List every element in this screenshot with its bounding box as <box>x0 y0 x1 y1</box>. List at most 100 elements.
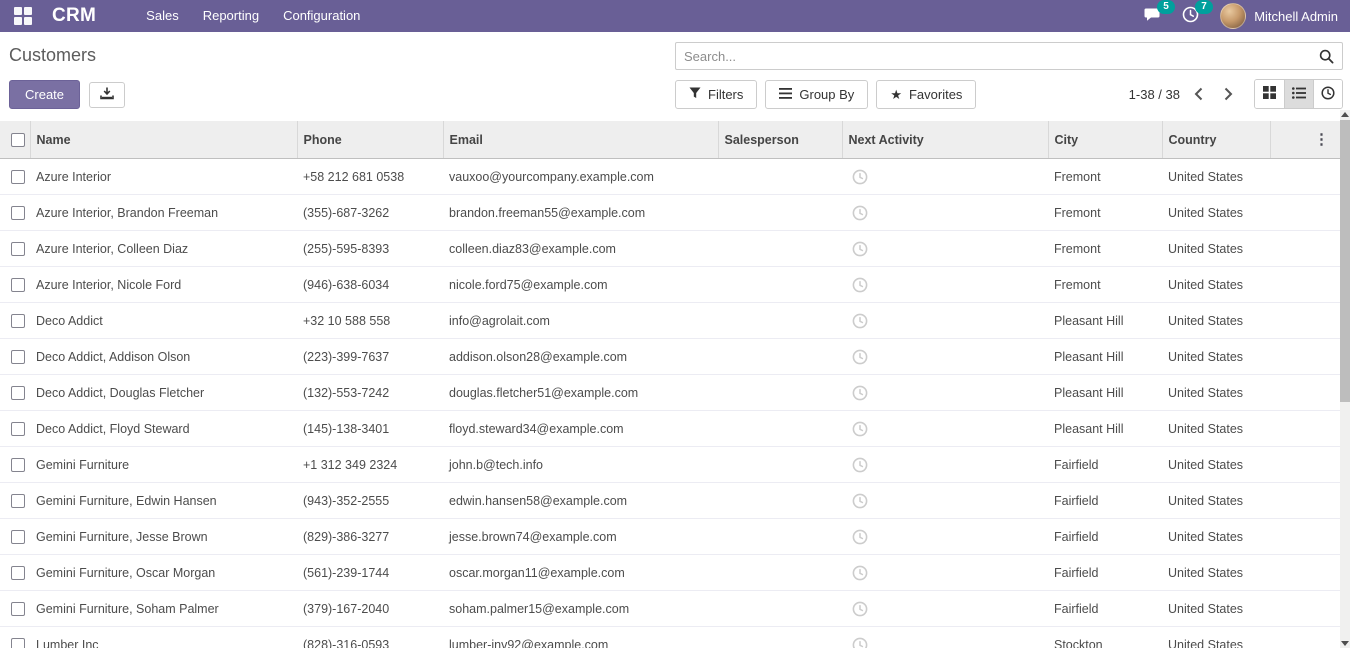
cell-salesperson[interactable] <box>718 374 842 411</box>
activity-clock-icon[interactable] <box>848 601 868 616</box>
activity-clock-icon[interactable] <box>848 637 868 648</box>
cell-name[interactable]: Deco Addict <box>30 302 297 339</box>
cell-email[interactable]: oscar.morgan11@example.com <box>443 554 718 591</box>
cell-name[interactable]: Deco Addict, Addison Olson <box>30 338 297 375</box>
create-button[interactable]: Create <box>9 79 81 109</box>
cell-country[interactable]: United States <box>1162 410 1270 447</box>
cell-country[interactable]: United States <box>1162 302 1270 339</box>
cell-email[interactable]: addison.olson28@example.com <box>443 338 718 375</box>
activity-view-button[interactable] <box>1313 80 1342 108</box>
table-row[interactable]: Azure Interior +58 212 681 0538 vauxoo@y… <box>0 158 1341 195</box>
cell-city[interactable]: Pleasant Hill <box>1048 410 1162 447</box>
pager-prev-icon[interactable] <box>1187 84 1210 104</box>
search-input[interactable] <box>676 48 1311 64</box>
activity-clock-icon[interactable] <box>848 241 868 256</box>
cell-phone[interactable]: (223)-399-7637 <box>297 338 443 375</box>
cell-country[interactable]: United States <box>1162 482 1270 519</box>
cell-country[interactable]: United States <box>1162 194 1270 231</box>
row-checkbox[interactable] <box>11 241 25 256</box>
cell-phone[interactable]: (355)-687-3262 <box>297 194 443 231</box>
cell-name[interactable]: Gemini Furniture, Oscar Morgan <box>30 554 297 591</box>
row-checkbox[interactable] <box>11 277 25 292</box>
cell-email[interactable]: edwin.hansen58@example.com <box>443 482 718 519</box>
cell-salesperson[interactable] <box>718 410 842 447</box>
header-salesperson[interactable]: Salesperson <box>717 121 842 159</box>
cell-country[interactable]: United States <box>1162 158 1270 195</box>
cell-city[interactable]: Fairfield <box>1048 518 1162 555</box>
cell-country[interactable]: United States <box>1162 626 1270 648</box>
activity-clock-icon[interactable] <box>848 529 868 544</box>
table-row[interactable]: Gemini Furniture, Soham Palmer (379)-167… <box>0 590 1341 627</box>
table-row[interactable]: Deco Addict, Douglas Fletcher (132)-553-… <box>0 374 1341 411</box>
cell-phone[interactable]: +32 10 588 558 <box>297 302 443 339</box>
cell-salesperson[interactable] <box>718 230 842 267</box>
activity-clock-icon[interactable] <box>848 169 868 184</box>
row-checkbox[interactable] <box>11 313 25 328</box>
menu-configuration[interactable]: Configuration <box>283 8 361 23</box>
activity-clock-icon[interactable] <box>848 421 868 436</box>
cell-email[interactable]: jesse.brown74@example.com <box>443 518 718 555</box>
activities-button[interactable]: 7 <box>1182 0 1213 26</box>
header-name[interactable]: Name <box>29 121 297 159</box>
table-row[interactable]: Lumber Inc (828)-316-0593 lumber-inv92@e… <box>0 626 1341 648</box>
cell-country[interactable]: United States <box>1162 338 1270 375</box>
header-next-activity[interactable]: Next Activity <box>841 121 1048 159</box>
cell-city[interactable]: Pleasant Hill <box>1048 302 1162 339</box>
cell-name[interactable]: Deco Addict, Douglas Fletcher <box>30 374 297 411</box>
group-by-button[interactable]: Group By <box>765 79 869 109</box>
cell-email[interactable]: john.b@tech.info <box>443 446 718 483</box>
vertical-scrollbar[interactable] <box>1340 110 1350 648</box>
row-checkbox[interactable] <box>11 529 25 544</box>
table-row[interactable]: Gemini Furniture, Edwin Hansen (943)-352… <box>0 482 1341 519</box>
cell-name[interactable]: Gemini Furniture, Soham Palmer <box>30 590 297 627</box>
table-row[interactable]: Deco Addict +32 10 588 558 info@agrolait… <box>0 302 1341 339</box>
cell-country[interactable]: United States <box>1162 374 1270 411</box>
header-email[interactable]: Email <box>442 121 718 159</box>
cell-country[interactable]: United States <box>1162 230 1270 267</box>
messages-button[interactable]: 5 <box>1144 0 1175 26</box>
filters-button[interactable]: Filters <box>675 79 758 109</box>
list-view-button[interactable] <box>1284 80 1313 108</box>
cell-country[interactable]: United States <box>1162 446 1270 483</box>
cell-salesperson[interactable] <box>718 482 842 519</box>
cell-country[interactable]: United States <box>1162 590 1270 627</box>
scroll-down-arrow[interactable] <box>1341 641 1349 646</box>
table-row[interactable]: Azure Interior, Colleen Diaz (255)-595-8… <box>0 230 1341 267</box>
apps-menu-icon[interactable] <box>14 7 32 25</box>
cell-salesperson[interactable] <box>718 158 842 195</box>
activity-clock-icon[interactable] <box>848 205 868 220</box>
cell-salesperson[interactable] <box>718 446 842 483</box>
cell-salesperson[interactable] <box>718 266 842 303</box>
cell-salesperson[interactable] <box>718 554 842 591</box>
cell-email[interactable]: nicole.ford75@example.com <box>443 266 718 303</box>
cell-email[interactable]: lumber-inv92@example.com <box>443 626 718 648</box>
table-row[interactable]: Deco Addict, Floyd Steward (145)-138-340… <box>0 410 1341 447</box>
cell-city[interactable]: Fremont <box>1048 266 1162 303</box>
cell-city[interactable]: Fremont <box>1048 158 1162 195</box>
table-row[interactable]: Gemini Furniture, Jesse Brown (829)-386-… <box>0 518 1341 555</box>
cell-name[interactable]: Azure Interior <box>30 158 297 195</box>
cell-city[interactable]: Fremont <box>1048 230 1162 267</box>
row-checkbox[interactable] <box>11 565 25 580</box>
cell-salesperson[interactable] <box>718 626 842 648</box>
cell-phone[interactable]: (946)-638-6034 <box>297 266 443 303</box>
scrollbar-thumb[interactable] <box>1340 120 1350 402</box>
cell-phone[interactable]: (379)-167-2040 <box>297 590 443 627</box>
cell-name[interactable]: Gemini Furniture, Edwin Hansen <box>30 482 297 519</box>
table-row[interactable]: Deco Addict, Addison Olson (223)-399-763… <box>0 338 1341 375</box>
row-checkbox[interactable] <box>11 349 25 364</box>
cell-phone[interactable]: +1 312 349 2324 <box>297 446 443 483</box>
export-button[interactable] <box>88 82 125 109</box>
user-menu[interactable]: Mitchell Admin <box>1220 3 1338 29</box>
activity-clock-icon[interactable] <box>848 457 868 472</box>
cell-phone[interactable]: (255)-595-8393 <box>297 230 443 267</box>
activity-clock-icon[interactable] <box>848 493 868 508</box>
cell-name[interactable]: Azure Interior, Nicole Ford <box>30 266 297 303</box>
cell-country[interactable]: United States <box>1162 266 1270 303</box>
cell-name[interactable]: Azure Interior, Colleen Diaz <box>30 230 297 267</box>
row-checkbox[interactable] <box>11 637 25 648</box>
cell-city[interactable]: Pleasant Hill <box>1048 374 1162 411</box>
row-checkbox[interactable] <box>11 493 25 508</box>
favorites-button[interactable]: ★ Favorites <box>876 79 977 109</box>
table-row[interactable]: Azure Interior, Nicole Ford (946)-638-60… <box>0 266 1341 303</box>
